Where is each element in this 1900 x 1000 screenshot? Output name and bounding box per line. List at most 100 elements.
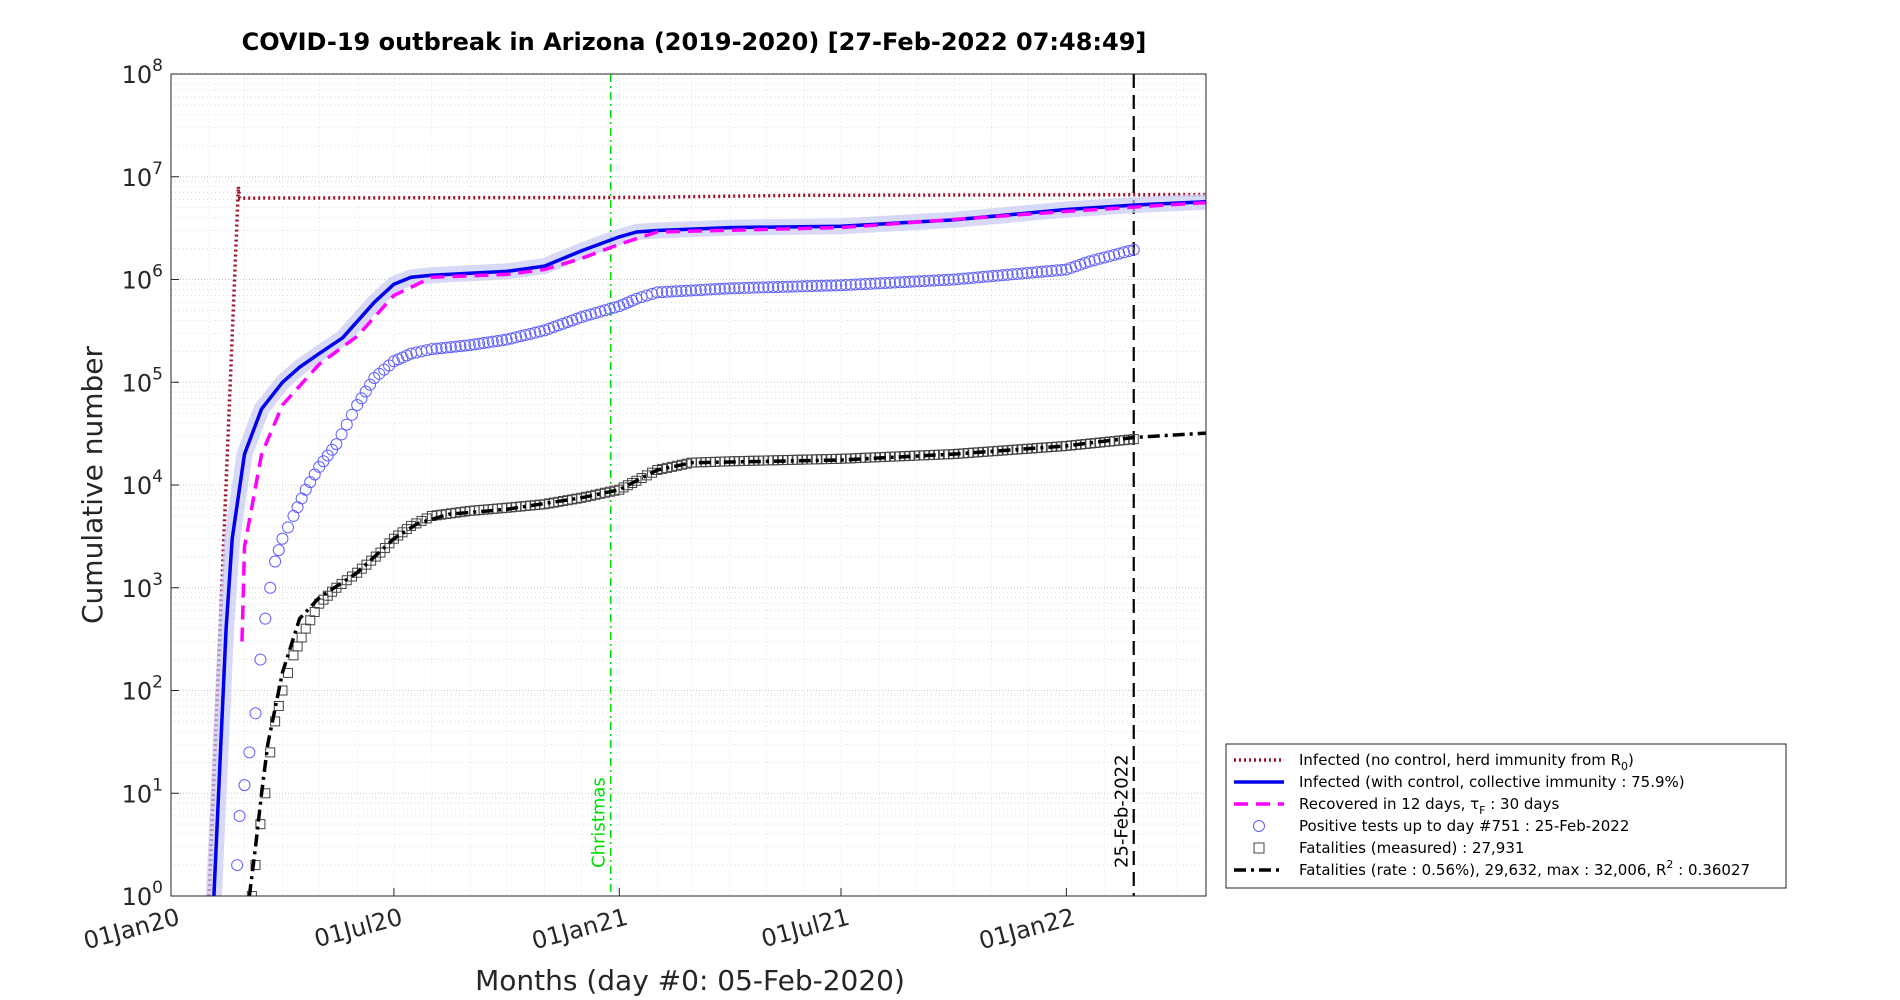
data-point [815,279,828,292]
data-point [665,285,678,298]
data-point [864,277,877,290]
data-point [292,641,303,652]
data-point [728,282,741,295]
y-tick-label: 105 [122,364,163,397]
data-point [449,340,462,353]
data-point [491,334,504,347]
y-ticks: 100 101 102 103 104 105 106 107 108 [122,56,179,911]
data-point [430,342,443,355]
data-point [923,274,936,287]
data-point [893,276,906,289]
data-point [608,301,621,314]
data-point [231,859,244,872]
y-axis-label: Cumulative number [76,346,109,624]
data-point [689,284,702,297]
data-point [435,342,448,355]
data-point [281,521,294,534]
data-point [1035,265,1048,278]
data-point [849,278,862,291]
y-tick-label: 102 [122,673,163,706]
y-tick-label: 106 [122,262,163,295]
data-point [295,492,308,505]
data-point [957,272,970,285]
data-point [500,333,513,346]
data-point [646,287,659,300]
data-point [264,581,277,594]
data-point [238,779,251,792]
data-point [243,746,256,759]
y-tick-label: 108 [122,56,163,89]
data-point [786,280,799,293]
annotation-label: 25-Feb-2022 [1112,754,1133,868]
data-point [1001,268,1014,281]
data-point [575,311,588,324]
data-point [776,280,789,293]
legend-box [1225,743,1787,889]
data-point [273,700,284,711]
data-point [296,632,307,643]
data-point [796,280,809,293]
data-point [1055,263,1068,276]
data-point [752,281,765,294]
data-point [680,284,693,297]
data-point [747,281,760,294]
data-point [421,513,432,524]
data-point [340,418,353,431]
data-point [641,470,652,481]
data-point [346,571,357,582]
data-point [524,327,537,340]
y-tick-label: 104 [122,467,163,500]
data-point [514,330,527,343]
data-point [249,707,262,720]
legend-entry: Infected (no control, herd immunity from… [1299,751,1634,773]
series-line [247,431,1206,896]
data-point [330,438,343,451]
data-point [718,282,731,295]
data-point [373,367,386,380]
data-point [967,271,980,284]
data-point [918,274,931,287]
data-point [883,276,896,289]
chart-title: COVID-19 outbreak in Arizona (2019-2020)… [242,28,1147,56]
data-point [444,341,457,354]
data-point [584,308,597,321]
data-point [1030,266,1043,279]
data-point [300,623,311,634]
series-line [207,184,1206,896]
data-point [529,326,542,339]
series-band [205,193,1206,896]
data-point [898,275,911,288]
data-point [986,270,999,283]
y-tick-label: 107 [122,159,163,192]
data-point [473,337,486,350]
data-point [364,378,377,391]
data-point [594,305,607,318]
data-point [510,331,523,344]
data-point [709,283,722,296]
x-tick-label: 01Jul20 [311,903,405,953]
data-point [879,276,892,289]
data-point [1127,243,1140,256]
data-point [874,277,887,290]
data-point [767,281,780,294]
data-point [839,278,852,291]
data-point [996,269,1009,282]
data-point [791,280,804,293]
legend-entry: Fatalities (measured) : 27,931 [1299,839,1524,857]
y-tick-label: 101 [122,775,163,808]
data-point [1016,267,1029,280]
data-point [830,279,843,292]
data-point [272,544,285,557]
legend-swatch [1253,820,1265,832]
data-point [704,283,717,296]
data-point [533,325,546,338]
data-point [411,518,422,529]
data-point [962,272,975,285]
y-tick-label: 100 [122,878,163,911]
data-point [1026,266,1039,279]
data-point [345,408,358,421]
data-point [903,275,916,288]
data-point [834,279,847,292]
data-point [505,332,518,345]
data-point [454,340,467,353]
